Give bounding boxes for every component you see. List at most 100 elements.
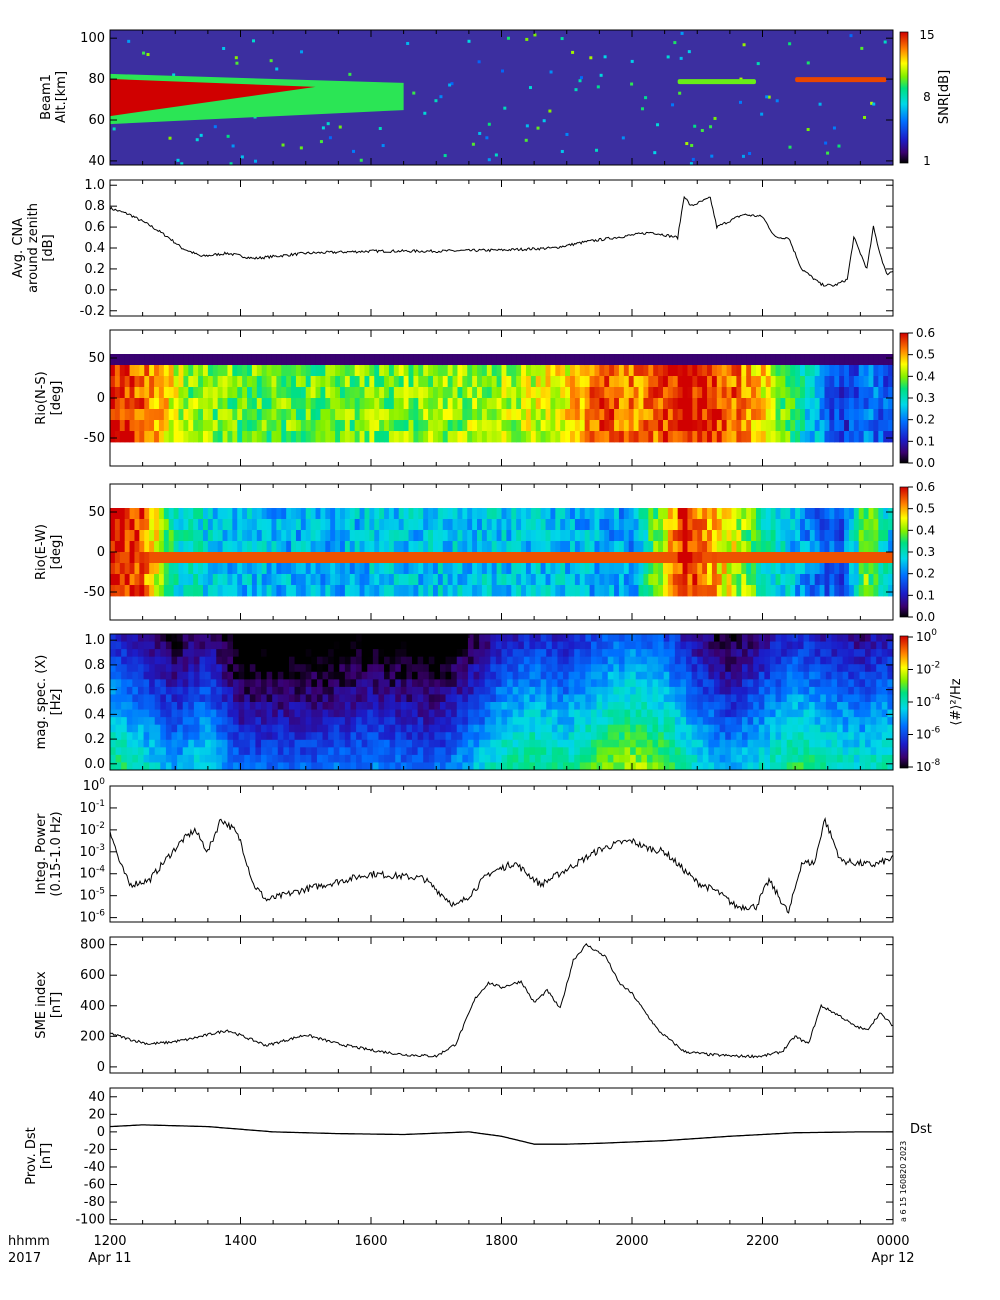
cna-x-ticks	[109, 180, 894, 316]
rio-cell	[834, 508, 840, 520]
rio-cell	[276, 552, 282, 564]
mag-spec-cell	[333, 686, 340, 695]
mag-spec-cell	[658, 649, 665, 658]
rio-cell	[354, 365, 361, 377]
rio-cell	[878, 409, 884, 421]
rio-cell	[848, 387, 855, 399]
rio-cell	[824, 420, 830, 432]
rio-cell	[638, 574, 645, 586]
rio-cell	[878, 585, 884, 597]
rio-cell	[393, 376, 400, 388]
mag-spec-cell	[249, 754, 257, 763]
rio-cell	[858, 574, 865, 586]
rio-cell	[384, 508, 390, 520]
mag-spec-cell	[205, 656, 212, 665]
rio-cell	[276, 420, 282, 432]
rio-cell	[300, 530, 307, 542]
rio-cell	[579, 552, 586, 564]
rio-cell	[643, 376, 649, 388]
mag-spec-cell	[182, 717, 189, 726]
rio-cell	[340, 354, 346, 366]
rio-cell	[242, 552, 248, 564]
mag-spec-cell	[535, 762, 542, 771]
rio-cell	[163, 376, 170, 388]
rio-cell	[878, 519, 884, 531]
mag-spec-cell	[428, 686, 435, 695]
mag-spec-cell	[233, 747, 240, 756]
rio-cell	[124, 431, 131, 443]
rio-cell	[163, 552, 170, 564]
mag-spec-cell	[165, 709, 173, 718]
rio-cell	[873, 552, 879, 564]
rio-cell	[643, 409, 649, 421]
rio-cell	[251, 574, 258, 586]
rio-cell	[183, 354, 189, 366]
rio-cell	[110, 420, 116, 432]
mag-spec-cell	[328, 754, 335, 763]
rio-cell	[163, 519, 170, 531]
mag-spec-cell	[216, 717, 223, 726]
rio-cell	[237, 574, 243, 586]
rio-cell	[481, 354, 488, 366]
rio-cell	[697, 585, 703, 597]
mag-spec-cell	[395, 671, 402, 680]
rio-cell	[848, 398, 855, 410]
snr-speckle	[443, 154, 447, 158]
rio-cell	[765, 508, 772, 520]
rio-cell	[618, 387, 625, 399]
mag-spec-cell	[501, 724, 508, 733]
rio-cell	[858, 563, 865, 575]
rio-cell	[873, 519, 879, 531]
mag-spec-cell	[686, 754, 693, 763]
rio-cell	[227, 530, 233, 542]
rio-cell	[467, 354, 473, 366]
mag-spec-cell	[697, 747, 704, 756]
rio-cell	[428, 585, 434, 597]
mag-spec-cell	[328, 739, 335, 748]
mag-spec-cell	[283, 656, 290, 665]
mag-spec-cell	[445, 649, 452, 658]
mag-spec-cell	[294, 634, 301, 642]
mag-spec-cell	[596, 732, 603, 741]
mag-spec-cell	[238, 717, 245, 726]
rio-cell	[452, 431, 459, 443]
rio-cell	[584, 376, 591, 388]
rio-cell	[428, 541, 434, 553]
rio-cell	[447, 530, 454, 542]
mag-spec-cell	[495, 649, 503, 658]
rio-cell	[628, 365, 635, 377]
mag-spec-cell	[316, 739, 324, 748]
mag-spec-cell	[384, 679, 391, 688]
rio-cell	[667, 398, 674, 410]
rio-cell	[540, 398, 547, 410]
mag-spec-cell	[714, 664, 721, 673]
mag-spec-cell	[160, 641, 167, 650]
mag-spec-cell	[333, 634, 340, 642]
rio-cell	[692, 508, 698, 520]
mag-spec-cell	[126, 717, 133, 726]
mag-spec-cell	[305, 686, 312, 695]
rio-cell	[251, 585, 258, 597]
rio-cell	[697, 552, 703, 564]
mag-spec-cell	[205, 754, 212, 763]
mag-spec-cell	[674, 709, 682, 718]
mag-spec-cell	[624, 679, 631, 688]
mag-spec-cell	[227, 694, 234, 703]
mag-spec-cell	[669, 649, 676, 658]
rio-cell	[379, 387, 385, 399]
mag-spec-cell	[288, 754, 296, 763]
mag-spec-cell	[339, 694, 346, 703]
rio-cell	[868, 530, 875, 542]
mag-spec-cell	[227, 709, 234, 718]
rio-cell	[124, 398, 131, 410]
mag-spec-cell	[344, 724, 352, 733]
rio-cell	[144, 530, 150, 542]
rio-cell	[300, 541, 307, 553]
mag-spec-cell	[456, 679, 463, 688]
mag-spec-cell	[473, 664, 480, 673]
rio-cell	[393, 431, 400, 443]
mag-spec-cell	[563, 686, 570, 695]
rio-cell	[628, 354, 635, 366]
rio-cell	[623, 585, 630, 597]
rio-cell	[511, 585, 517, 597]
